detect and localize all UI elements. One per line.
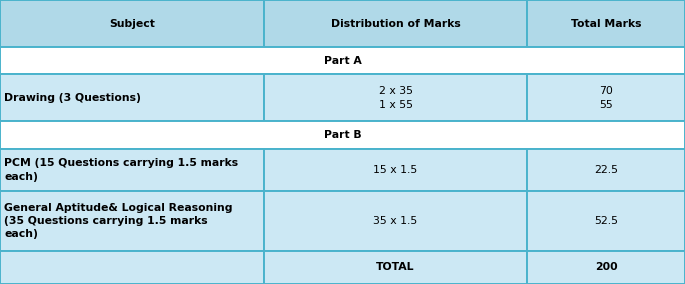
- Bar: [0, 47, 685, 74]
- Bar: [264, 250, 527, 284]
- Bar: [264, 149, 527, 191]
- Text: Part A: Part A: [323, 56, 362, 66]
- Text: 52.5: 52.5: [594, 216, 619, 226]
- Text: TOTAL: TOTAL: [376, 262, 415, 272]
- Text: Subject: Subject: [109, 18, 155, 28]
- Text: 22.5: 22.5: [594, 165, 619, 175]
- Bar: [527, 149, 685, 191]
- Text: General Aptitude& Logical Reasoning
(35 Questions carrying 1.5 marks
each): General Aptitude& Logical Reasoning (35 …: [4, 203, 233, 239]
- Bar: [264, 74, 527, 122]
- Bar: [527, 250, 685, 284]
- Text: Part B: Part B: [324, 130, 361, 140]
- Text: 35 x 1.5: 35 x 1.5: [373, 216, 418, 226]
- Text: 70
55: 70 55: [599, 86, 613, 110]
- Bar: [0, 191, 264, 250]
- Bar: [527, 74, 685, 122]
- Bar: [0, 122, 685, 149]
- Bar: [527, 0, 685, 47]
- Bar: [0, 250, 264, 284]
- Bar: [0, 74, 264, 122]
- Text: Total Marks: Total Marks: [571, 18, 641, 28]
- Text: Distribution of Marks: Distribution of Marks: [331, 18, 460, 28]
- Text: 200: 200: [595, 262, 618, 272]
- Bar: [264, 0, 527, 47]
- Text: 15 x 1.5: 15 x 1.5: [373, 165, 418, 175]
- Bar: [0, 0, 264, 47]
- Bar: [527, 191, 685, 250]
- Text: 2 x 35
1 x 55: 2 x 35 1 x 55: [379, 86, 412, 110]
- Bar: [264, 191, 527, 250]
- Bar: [0, 149, 264, 191]
- Text: PCM (15 Questions carrying 1.5 marks
each): PCM (15 Questions carrying 1.5 marks eac…: [4, 158, 238, 182]
- Text: Drawing (3 Questions): Drawing (3 Questions): [4, 93, 141, 103]
